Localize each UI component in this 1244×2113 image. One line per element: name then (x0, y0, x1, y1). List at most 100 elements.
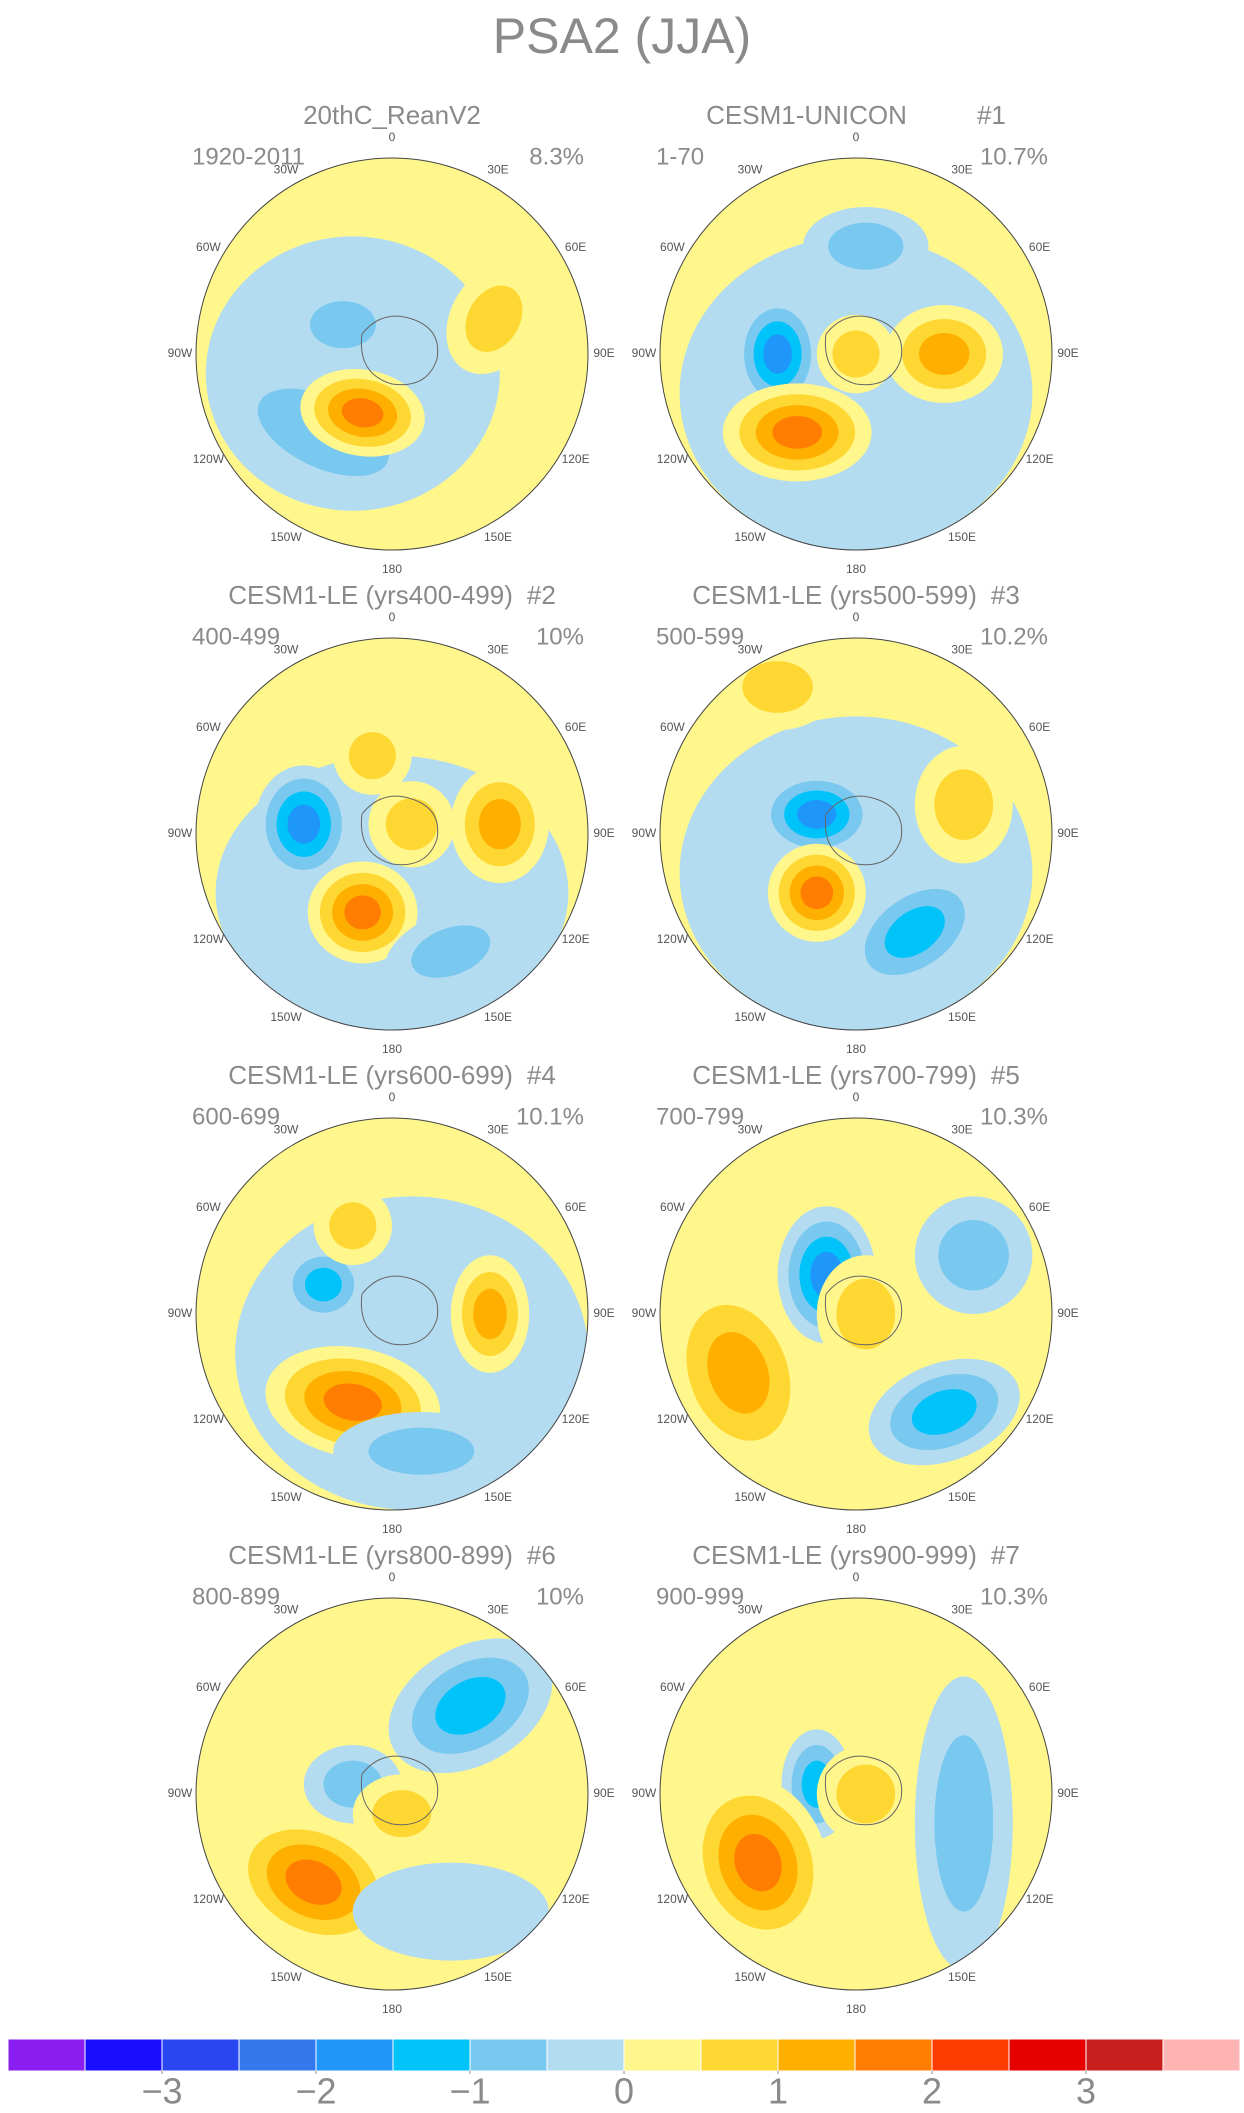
period-label: 900-999 (656, 1583, 744, 1610)
contour-fill (352, 1862, 549, 1961)
polar-map: 0 30E 60E 90E 120E 150E 180 150W 120W 90W 60W 30W CE… (632, 580, 1079, 1056)
panel-number: #4 (527, 1060, 556, 1090)
longitude-label: 60W (196, 1680, 221, 1694)
panel-title: CESM1-LE (yrs400-499) #2 (228, 580, 556, 610)
contour-fill (919, 333, 970, 375)
antarctica-outline (360, 1755, 439, 1826)
longitude-label: 30E (487, 643, 508, 657)
map-border (195, 637, 589, 1031)
longitude-label: 150W (270, 1970, 302, 1984)
antarctica-outline (824, 1275, 903, 1346)
contour-fill (344, 895, 381, 930)
contour-fill (287, 804, 321, 844)
longitude-label: 120E (562, 1892, 590, 1906)
longitude-label: 30E (487, 1603, 508, 1617)
longitude-label: 60W (660, 1680, 685, 1694)
map-field (196, 1598, 588, 1990)
contour-fill (285, 1859, 342, 1905)
longitude-label: 150E (948, 530, 976, 544)
longitude-label: 0 (853, 610, 860, 624)
contour-fill (836, 1278, 896, 1350)
longitude-label: 90W (632, 826, 657, 840)
period-label: 400-499 (192, 623, 280, 650)
longitude-label: 90E (1057, 1306, 1078, 1320)
map-field (196, 158, 588, 550)
panel-title: CESM1-LE (yrs600-699) #4 (228, 1060, 556, 1090)
longitude-label: 30E (487, 163, 508, 177)
period-label: 1920-2011 (192, 143, 305, 170)
longitude-label: 120W (193, 1892, 225, 1906)
longitude-label: 30W (738, 1123, 763, 1137)
longitude-label: 90W (632, 1306, 657, 1320)
longitude-label: 90E (593, 826, 614, 840)
longitude-label: 120W (657, 1892, 689, 1906)
colorbar-box (469, 2038, 548, 2072)
longitude-label: 0 (853, 1090, 860, 1104)
longitude-label: 120E (562, 932, 590, 946)
contour-fill (368, 1427, 475, 1475)
longitude-label: 30W (738, 163, 763, 177)
polar-map: 0 30E 60E 90E 120E 150E 180 150W 120W 90W 60W 30W CE… (632, 1540, 1079, 2016)
longitude-label: 30E (951, 1603, 972, 1617)
contour-fill (341, 398, 384, 428)
longitude-label: 120E (562, 1412, 590, 1426)
longitude-label: 90W (168, 1306, 193, 1320)
colorbar-label: 2 (922, 2071, 942, 2112)
contour-fill (372, 1790, 432, 1838)
longitude-label: 120E (1026, 932, 1054, 946)
longitude-label: 150W (734, 1010, 766, 1024)
map-border (659, 1597, 1053, 1991)
longitude-label: 180 (382, 562, 402, 576)
longitude-label: 120W (193, 452, 225, 466)
period-label: 1-70 (656, 143, 704, 170)
panel-name: CESM1-LE (yrs700-799) (692, 1060, 977, 1090)
colorbar-box (84, 2038, 163, 2072)
contour-fill (310, 301, 376, 349)
longitude-label: 120W (657, 932, 689, 946)
longitude-label: 0 (389, 130, 396, 144)
contour-fill (800, 876, 834, 910)
colorbar-label: 1 (768, 2071, 788, 2112)
map-field (660, 638, 1052, 1030)
colorbar-label: −2 (295, 2071, 336, 2112)
colorbar-box (1085, 2038, 1164, 2072)
panel-name: CESM1-LE (yrs500-599) (692, 580, 977, 610)
longitude-label: 30W (274, 163, 299, 177)
longitude-label: 60W (660, 720, 685, 734)
longitude-label: 150W (270, 530, 302, 544)
contour-fill (385, 798, 438, 851)
longitude-label: 150E (484, 1010, 512, 1024)
colorbar-box (931, 2038, 1010, 2072)
longitude-label: 120E (1026, 452, 1054, 466)
panel-name: CESM1-LE (yrs800-899) (228, 1540, 513, 1570)
polar-map: 0 30E 60E 90E 120E 150E 180 150W 120W 90W 60W 30W CE… (632, 1060, 1079, 1536)
colorbar-box (315, 2038, 394, 2072)
contour-fill (465, 285, 523, 352)
longitude-label: 60E (565, 1680, 586, 1694)
panel-title: CESM1-LE (yrs800-899) #6 (228, 1540, 556, 1570)
percent-label: 10.3% (980, 1583, 1048, 1610)
map-border (659, 1117, 1053, 1511)
longitude-label: 120W (193, 1412, 225, 1426)
longitude-label: 120W (657, 1412, 689, 1426)
panel-title: CESM1-LE (yrs500-599) #3 (692, 580, 1020, 610)
longitude-label: 120E (562, 452, 590, 466)
longitude-label: 60E (1029, 1200, 1050, 1214)
panel-name: 20thC_ReanV2 (303, 100, 481, 130)
map-field (660, 158, 1052, 550)
longitude-label: 120E (1026, 1412, 1054, 1426)
colorbar-label: 3 (1076, 2071, 1096, 2112)
colorbar-label: −1 (449, 2071, 490, 2112)
longitude-label: 30W (274, 643, 299, 657)
antarctica-outline (360, 1275, 439, 1346)
longitude-label: 90W (168, 826, 193, 840)
colorbar-box (238, 2038, 317, 2072)
longitude-label: 0 (389, 1570, 396, 1584)
contour-fill (934, 769, 994, 840)
map-border (195, 1117, 589, 1511)
longitude-label: 60E (565, 1200, 586, 1214)
longitude-label: 30E (951, 163, 972, 177)
map-field (660, 1598, 1052, 1990)
